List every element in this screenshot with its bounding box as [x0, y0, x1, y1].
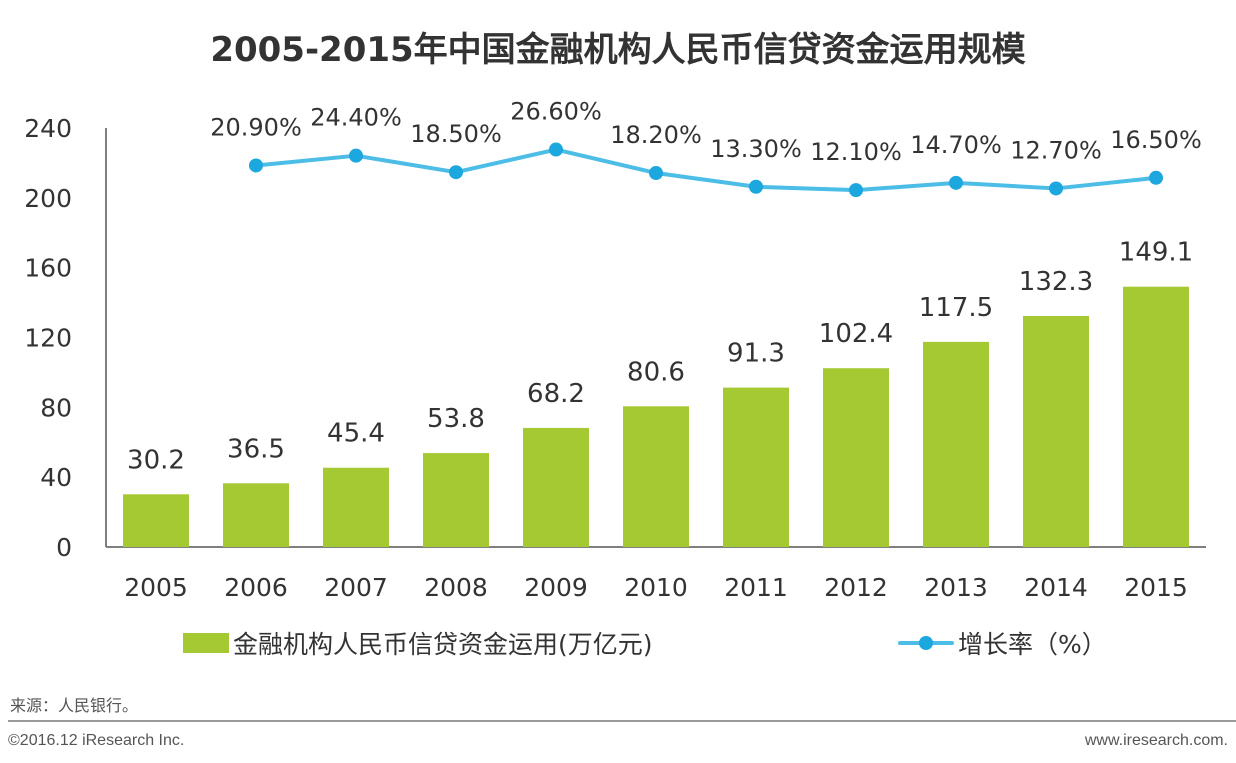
bar — [123, 494, 189, 547]
x-tick-label: 2010 — [624, 573, 688, 602]
growth-value-label: 26.60% — [510, 98, 602, 126]
bar — [623, 406, 689, 547]
y-tick-label: 160 — [24, 254, 72, 283]
bar-value-label: 102.4 — [819, 319, 893, 349]
growth-point — [749, 179, 763, 194]
growth-point — [1049, 181, 1063, 196]
bar-value-label: 45.4 — [327, 419, 385, 449]
bar — [823, 368, 889, 547]
legend-item-bar: 金融机构人民币信贷资金运用(万亿元) — [183, 625, 653, 661]
growth-point — [949, 175, 963, 190]
x-tick-label: 2008 — [424, 573, 488, 602]
growth-value-label: 14.70% — [910, 131, 1002, 159]
growth-point — [549, 142, 563, 157]
growth-point — [649, 166, 663, 181]
bar-value-label: 53.8 — [427, 404, 485, 434]
bar-value-label: 68.2 — [527, 379, 585, 409]
bar-value-label: 80.6 — [627, 357, 685, 387]
growth-point — [349, 148, 363, 163]
x-tick-label: 2014 — [1024, 573, 1088, 602]
y-tick-label: 80 — [40, 393, 72, 422]
bar-value-label: 91.3 — [727, 339, 785, 369]
copyright-text: ©2016.12 iResearch Inc. — [8, 732, 185, 749]
bar — [423, 453, 489, 547]
y-tick-label: 240 — [24, 114, 72, 143]
footer-divider — [8, 720, 1236, 722]
growth-value-label: 18.20% — [610, 121, 702, 149]
growth-value-label: 24.40% — [310, 104, 402, 132]
x-tick-label: 2007 — [324, 573, 388, 602]
growth-point — [449, 165, 463, 180]
bar — [323, 467, 389, 547]
bar — [923, 341, 989, 547]
website-link[interactable]: www.iresearch.com. — [1084, 732, 1228, 749]
x-tick-label: 2015 — [1124, 573, 1188, 602]
bar — [723, 387, 789, 547]
growth-value-label: 20.90% — [210, 113, 302, 141]
y-tick-label: 0 — [56, 533, 72, 562]
legend-line-swatch — [898, 632, 954, 654]
bar-value-label: 149.1 — [1119, 238, 1193, 268]
legend-bar-label: 金融机构人民币信贷资金运用(万亿元) — [233, 630, 653, 659]
bar — [223, 483, 289, 547]
bar-value-label: 36.5 — [227, 434, 285, 464]
x-tick-label: 2013 — [924, 573, 988, 602]
y-tick-label: 40 — [40, 463, 72, 492]
growth-point — [249, 158, 263, 173]
chart-title: 2005-2015年中国金融机构人民币信贷资金运用规模 — [210, 30, 1026, 70]
growth-point — [849, 183, 863, 198]
x-tick-label: 2011 — [724, 573, 788, 602]
y-tick-label: 200 — [24, 184, 72, 213]
growth-value-label: 12.10% — [810, 138, 902, 166]
bar — [523, 427, 589, 547]
legend-line-label: 增长率（%） — [958, 630, 1107, 659]
source-note: 来源：人民银行。 — [10, 696, 139, 715]
x-tick-label: 2009 — [524, 573, 588, 602]
chart-area: 0 40 80 120 160 200 240 30.2 36.5 45.4 53.8 68.2 80.… — [24, 98, 1206, 602]
y-tick-label: 120 — [24, 324, 72, 353]
bar — [1023, 316, 1089, 547]
growth-line — [255, 147, 1157, 193]
x-tick-label: 2005 — [124, 573, 188, 602]
growth-value-label: 12.70% — [1010, 136, 1102, 164]
x-tick-label: 2006 — [224, 573, 288, 602]
bar-value-label: 117.5 — [919, 293, 993, 323]
bar — [1123, 286, 1189, 547]
bar-value-label: 30.2 — [127, 445, 185, 475]
legend-bar-swatch — [183, 633, 229, 653]
growth-value-label: 18.50% — [410, 120, 502, 148]
bar-value-label: 132.3 — [1019, 267, 1093, 297]
x-tick-label: 2012 — [824, 573, 888, 602]
growth-value-label: 13.30% — [710, 135, 802, 163]
growth-value-label: 16.50% — [1110, 126, 1202, 154]
growth-point — [1149, 170, 1163, 185]
legend-item-line: 增长率（%） — [898, 625, 1107, 661]
